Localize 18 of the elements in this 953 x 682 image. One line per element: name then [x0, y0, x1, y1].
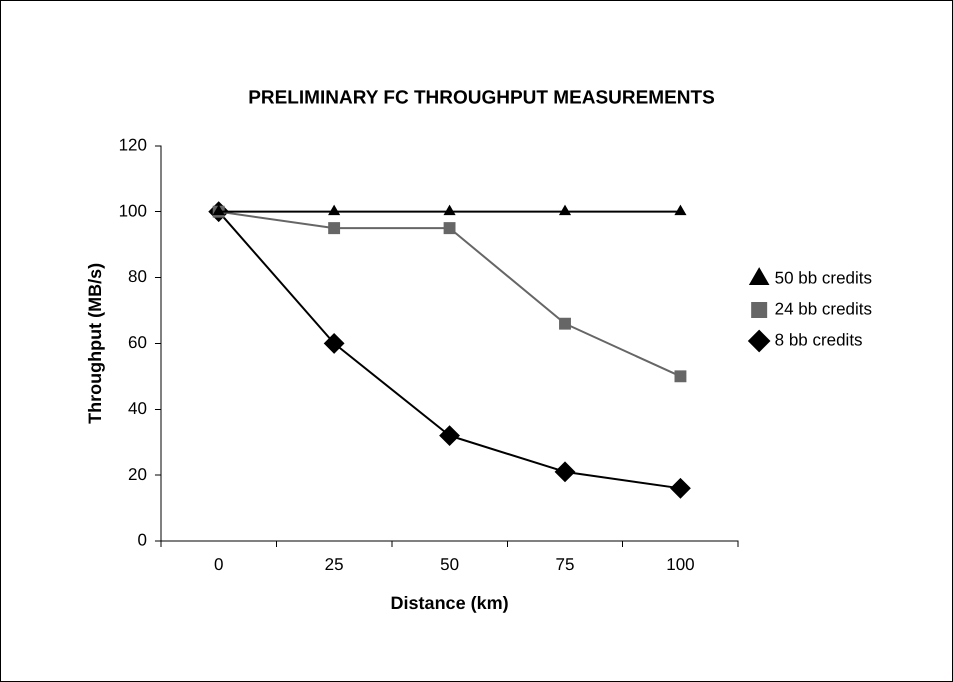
y-tick-label: 80 [128, 267, 147, 286]
y-tick-label: 120 [118, 135, 147, 154]
y-axis-title: Throughput (MB/s) [84, 262, 105, 424]
x-tick-label: 100 [666, 554, 695, 574]
x-axis-title: Distance (km) [390, 593, 509, 614]
x-tick-label: 75 [556, 554, 574, 574]
y-tick-label: 40 [128, 398, 147, 418]
y-tick-label: 60 [128, 333, 147, 352]
y-tick-label: 0 [137, 530, 147, 550]
legend-label: 50 bb credits [774, 268, 872, 288]
x-tick-label: 50 [440, 554, 460, 574]
x-tick-label: 0 [214, 554, 224, 574]
y-tick-label: 100 [118, 201, 147, 220]
x-tick-label: 25 [324, 554, 344, 574]
legend-label: 24 bb credits [774, 300, 872, 319]
chart-title: PRELIMINARY FC THROUGHPUT MEASUREMENTS [248, 88, 715, 109]
y-tick-label: 20 [128, 464, 147, 484]
legend-label: 8 bb credits [774, 330, 863, 350]
